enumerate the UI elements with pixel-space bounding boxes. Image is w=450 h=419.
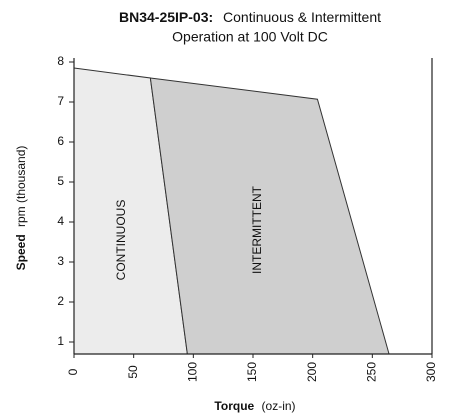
region bbox=[149, 77, 390, 355]
chart-title: BN34-25IP-03: Continuous & Intermittent bbox=[119, 9, 381, 25]
x-tick-label: 200 bbox=[305, 362, 319, 382]
x-tick-label: 0 bbox=[66, 368, 80, 375]
y-tick-label: 5 bbox=[57, 174, 64, 188]
x-label-bold: Torque bbox=[214, 399, 254, 413]
y-tick-label: 1 bbox=[57, 334, 64, 348]
x-tick-label: 250 bbox=[365, 362, 379, 382]
title-bold: BN34-25IP-03: bbox=[119, 9, 213, 25]
subtitle-line: Operation at 100 Volt DC bbox=[172, 29, 328, 45]
x-tick-label: 150 bbox=[245, 362, 259, 382]
y-tick-label: 7 bbox=[57, 94, 64, 108]
y-label-rest: rpm (thousand) bbox=[14, 146, 28, 227]
y-tick-label: 8 bbox=[57, 54, 64, 68]
x-tick-label: 100 bbox=[186, 362, 200, 382]
x-tick-label: 50 bbox=[126, 365, 140, 379]
x-label-rest: (oz-in) bbox=[262, 399, 296, 413]
y-tick-label: 2 bbox=[57, 294, 64, 308]
x-tick-label: 300 bbox=[424, 362, 438, 382]
x-axis-label: Torque (oz-in) bbox=[214, 399, 295, 413]
y-label-bold: Speed bbox=[14, 234, 28, 270]
region-label: CONTINUOUS bbox=[114, 200, 128, 281]
y-tick-label: 6 bbox=[57, 134, 64, 148]
y-tick-label: 4 bbox=[57, 214, 64, 228]
region-label: INTERMITTENT bbox=[250, 185, 264, 274]
subtitle-line: Continuous & Intermittent bbox=[223, 9, 381, 25]
y-axis-label: Speed rpm (thousand) bbox=[14, 146, 28, 271]
y-tick-label: 3 bbox=[57, 254, 64, 268]
